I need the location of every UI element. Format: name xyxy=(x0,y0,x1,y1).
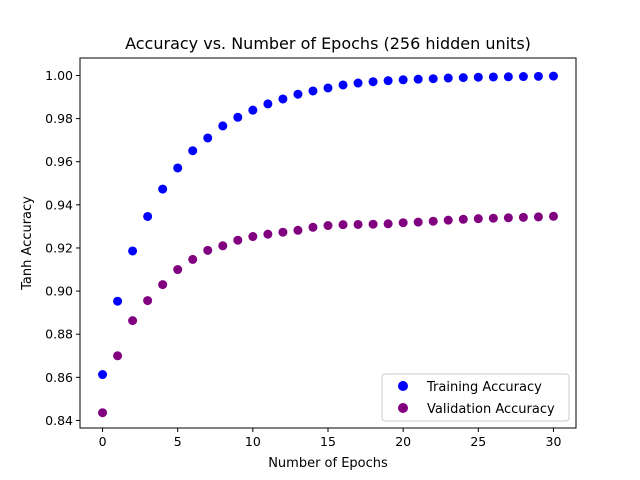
x-tick-label: 30 xyxy=(546,434,562,449)
validation-accuracy-point xyxy=(413,217,423,227)
validation-accuracy-point xyxy=(158,280,168,290)
data-points xyxy=(98,71,558,418)
training-accuracy-point xyxy=(368,77,378,87)
validation-accuracy-point xyxy=(383,219,393,229)
validation-accuracy-point xyxy=(263,229,273,239)
validation-accuracy-point xyxy=(368,219,378,229)
training-accuracy-point xyxy=(188,146,198,156)
training-accuracy-point xyxy=(278,94,288,104)
validation-accuracy-point xyxy=(518,212,528,222)
y-axis-ticks: 0.84 0.86 0.88 0.90 0.92 0.94 0.96 0.98 1.00 xyxy=(45,68,80,428)
plot-frame xyxy=(79,57,577,429)
x-tick-label: 0 xyxy=(99,434,107,449)
x-tick-label: 5 xyxy=(174,434,182,449)
validation-accuracy-point xyxy=(113,351,123,361)
validation-accuracy-point xyxy=(473,214,483,224)
validation-accuracy-point xyxy=(233,235,243,245)
validation-accuracy-point xyxy=(338,220,348,230)
validation-accuracy-point xyxy=(488,213,498,223)
validation-accuracy-point xyxy=(533,212,543,222)
training-accuracy-point xyxy=(143,211,153,221)
validation-accuracy-point xyxy=(323,221,333,231)
training-accuracy-point xyxy=(263,99,273,109)
validation-accuracy-point xyxy=(353,219,363,229)
training-accuracy-point xyxy=(323,83,333,93)
x-tick-label: 20 xyxy=(395,434,411,449)
training-accuracy-point xyxy=(533,71,543,81)
legend: Training Accuracy Validation Accuracy xyxy=(381,373,570,422)
training-accuracy-point xyxy=(338,80,348,90)
validation-accuracy-point xyxy=(503,213,513,223)
training-accuracy-point xyxy=(548,71,558,81)
legend-marker-training xyxy=(398,381,408,391)
validation-accuracy-point xyxy=(218,241,228,251)
training-accuracy-point xyxy=(128,246,138,256)
training-accuracy-point xyxy=(203,133,213,143)
training-accuracy-point xyxy=(413,74,423,84)
x-axis-label: Number of Epochs xyxy=(268,456,388,471)
y-tick-label: 0.90 xyxy=(45,284,73,299)
y-tick-label: 1.00 xyxy=(45,68,73,83)
validation-accuracy-point xyxy=(248,232,258,242)
training-accuracy-point xyxy=(293,89,303,99)
validation-accuracy-point xyxy=(128,316,138,326)
training-accuracy-point xyxy=(473,72,483,82)
training-accuracy-point xyxy=(383,76,393,86)
training-accuracy-point xyxy=(98,370,108,380)
x-axis-ticks: 0 5 10 15 20 25 30 xyxy=(99,428,562,449)
validation-accuracy-point xyxy=(458,214,468,224)
validation-accuracy-point xyxy=(98,408,108,418)
training-accuracy-point xyxy=(218,121,228,131)
validation-accuracy-point xyxy=(293,225,303,235)
y-tick-label: 0.88 xyxy=(45,327,73,342)
training-accuracy-point xyxy=(518,72,528,82)
validation-accuracy-point xyxy=(173,265,183,275)
training-accuracy-point xyxy=(488,72,498,82)
y-tick-label: 0.96 xyxy=(45,154,73,169)
training-accuracy-point xyxy=(158,184,168,194)
validation-accuracy-point xyxy=(143,296,153,306)
training-accuracy-point xyxy=(233,112,243,122)
validation-accuracy-point xyxy=(188,254,198,264)
training-accuracy-point xyxy=(443,73,453,83)
y-tick-label: 0.86 xyxy=(45,370,73,385)
y-axis-label: Tanh Accuracy xyxy=(20,196,35,291)
x-tick-label: 15 xyxy=(320,434,336,449)
y-tick-label: 0.92 xyxy=(45,240,73,255)
training-accuracy-point xyxy=(173,163,183,173)
training-accuracy-point xyxy=(398,75,408,85)
validation-accuracy-point xyxy=(203,245,213,255)
legend-label-validation: Validation Accuracy xyxy=(427,402,555,417)
legend-marker-validation xyxy=(398,403,408,413)
training-accuracy-point xyxy=(428,74,438,84)
training-accuracy-point xyxy=(503,72,513,82)
y-tick-label: 0.98 xyxy=(45,111,73,126)
validation-accuracy-point xyxy=(428,216,438,226)
training-accuracy-point xyxy=(458,73,468,83)
chart-title: Accuracy vs. Number of Epochs (256 hidde… xyxy=(125,34,531,53)
training-accuracy-point xyxy=(353,78,363,88)
y-tick-label: 0.94 xyxy=(45,197,73,212)
validation-accuracy-point xyxy=(398,218,408,228)
legend-box xyxy=(381,373,570,422)
validation-accuracy-point xyxy=(308,222,318,232)
training-accuracy-point xyxy=(113,296,123,306)
plot-area xyxy=(80,58,576,428)
training-accuracy-point xyxy=(308,86,318,96)
legend-label-training: Training Accuracy xyxy=(426,380,542,395)
x-tick-label: 10 xyxy=(245,434,261,449)
validation-accuracy-point xyxy=(278,227,288,237)
training-accuracy-point xyxy=(248,105,258,115)
x-tick-label: 25 xyxy=(470,434,486,449)
validation-accuracy-point xyxy=(443,215,453,225)
y-tick-label: 0.84 xyxy=(45,413,73,428)
validation-accuracy-point xyxy=(548,211,558,221)
